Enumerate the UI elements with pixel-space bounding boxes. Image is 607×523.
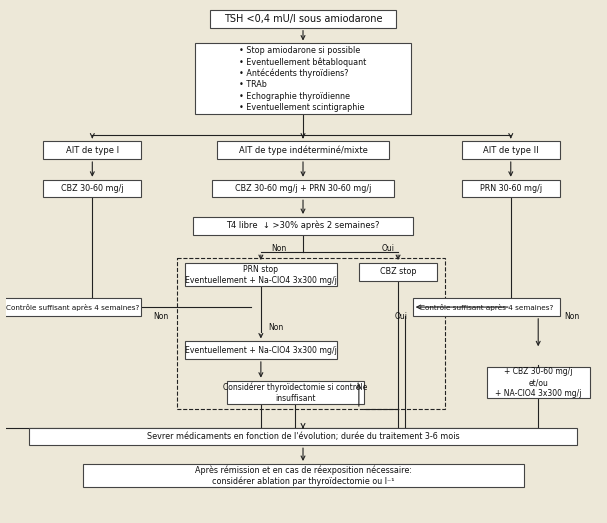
FancyBboxPatch shape	[195, 43, 411, 114]
FancyBboxPatch shape	[487, 367, 589, 398]
FancyBboxPatch shape	[185, 342, 337, 359]
Text: + CBZ 30-60 mg/j
et/ou
+ NA-ClO4 3x300 mg/j: + CBZ 30-60 mg/j et/ou + NA-ClO4 3x300 m…	[495, 367, 582, 398]
Text: AIT de type indéterminé/mixte: AIT de type indéterminé/mixte	[239, 145, 367, 155]
Text: Non: Non	[154, 312, 169, 321]
Text: PRN 30-60 mg/j: PRN 30-60 mg/j	[480, 184, 542, 193]
FancyBboxPatch shape	[43, 180, 141, 197]
Text: Contrôle suffisant après 4 semaines?: Contrôle suffisant après 4 semaines?	[6, 303, 140, 311]
Text: Oui: Oui	[395, 312, 407, 321]
Text: Sevrer médicaments en fonction de l'évolution; durée du traitement 3-6 mois: Sevrer médicaments en fonction de l'évol…	[147, 432, 459, 441]
FancyBboxPatch shape	[83, 464, 523, 487]
Text: Non: Non	[564, 312, 579, 321]
Text: AIT de type II: AIT de type II	[483, 146, 538, 155]
FancyBboxPatch shape	[462, 141, 560, 159]
FancyBboxPatch shape	[29, 428, 577, 445]
FancyBboxPatch shape	[226, 381, 364, 404]
Text: Oui: Oui	[382, 244, 395, 253]
Text: Contrôle suffisant après 4 semaines?: Contrôle suffisant après 4 semaines?	[419, 303, 553, 311]
FancyBboxPatch shape	[413, 298, 560, 316]
FancyBboxPatch shape	[185, 263, 337, 287]
Text: • Stop amiodarone si possible
• Eventuellement bêtabloquant
• Antécédents thyroï: • Stop amiodarone si possible • Eventuel…	[239, 46, 367, 111]
Text: Après rémission et en cas de réexposition nécessaire:
considérer ablation par th: Après rémission et en cas de réexpositio…	[194, 465, 412, 486]
FancyBboxPatch shape	[212, 180, 394, 197]
Text: T4 libre  ↓ >30% après 2 semaines?: T4 libre ↓ >30% après 2 semaines?	[226, 221, 380, 231]
FancyBboxPatch shape	[359, 263, 437, 281]
Text: Non: Non	[268, 323, 283, 332]
FancyBboxPatch shape	[4, 298, 141, 316]
FancyBboxPatch shape	[462, 180, 560, 197]
FancyBboxPatch shape	[43, 141, 141, 159]
Text: Non: Non	[271, 244, 286, 253]
FancyBboxPatch shape	[210, 10, 396, 28]
Text: Eventuellement + Na-ClO4 3x300 mg/j: Eventuellement + Na-ClO4 3x300 mg/j	[185, 346, 337, 355]
Text: CBZ stop: CBZ stop	[380, 267, 416, 276]
FancyBboxPatch shape	[217, 141, 388, 159]
Text: Considérer thyroïdectomie si contrôle
insuffisant: Considérer thyroïdectomie si contrôle in…	[223, 382, 367, 403]
Text: CBZ 30-60 mg/j: CBZ 30-60 mg/j	[61, 184, 124, 193]
Text: PRN stop
Eventuellement + Na-ClO4 3x300 mg/j: PRN stop Eventuellement + Na-ClO4 3x300 …	[185, 265, 337, 285]
FancyBboxPatch shape	[193, 217, 413, 234]
Text: CBZ 30-60 mg/j + PRN 30-60 mg/j: CBZ 30-60 mg/j + PRN 30-60 mg/j	[235, 184, 371, 193]
Text: TSH <0,4 mU/l sous amiodarone: TSH <0,4 mU/l sous amiodarone	[224, 14, 382, 24]
Text: AIT de type I: AIT de type I	[66, 146, 119, 155]
